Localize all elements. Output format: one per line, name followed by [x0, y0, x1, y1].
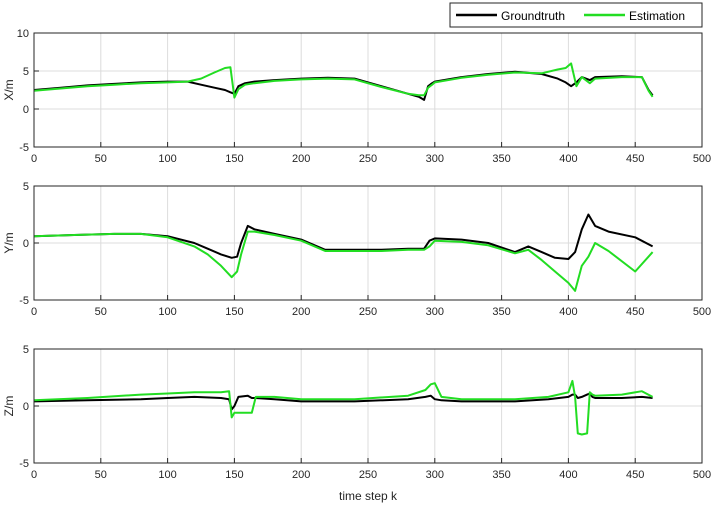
x-tick-label: 500 — [693, 469, 711, 481]
x-tick-label: 50 — [95, 153, 107, 165]
x-tick-label: 150 — [225, 306, 243, 318]
x-tick-label: 0 — [31, 469, 37, 481]
x-tick-label: 100 — [158, 469, 176, 481]
x-tick-label: 300 — [426, 153, 444, 165]
y-axis-label: Y/m — [2, 232, 16, 253]
x-tick-label: 350 — [492, 306, 510, 318]
series-line-estimation — [33, 230, 654, 292]
y-tick-label: 5 — [23, 181, 29, 193]
series-line-groundtruth — [33, 213, 654, 260]
x-tick-label: 100 — [158, 306, 176, 318]
x-tick-label: 500 — [693, 306, 711, 318]
x-tick-label: 300 — [426, 469, 444, 481]
subplots: 0 50 100 150 200 250 300 350 400 450 500-50510X/m0… — [2, 28, 711, 503]
y-tick-label: 5 — [23, 66, 29, 78]
x-tick-label: 150 — [225, 153, 243, 165]
y-tick-label: 0 — [23, 401, 29, 413]
legend-label-estimation: Estimation — [629, 9, 685, 23]
x-tick-label: 300 — [426, 306, 444, 318]
x-tick-label: 500 — [693, 153, 711, 165]
legend-box — [449, 2, 703, 28]
x-tick-label: 450 — [626, 153, 644, 165]
y-axis-label: X/m — [2, 79, 16, 100]
x-tick-label: 50 — [95, 469, 107, 481]
x-tick-label: 250 — [359, 469, 377, 481]
y-tick-label: 0 — [23, 104, 29, 116]
x-tick-label: 250 — [359, 306, 377, 318]
x-tick-label: 350 — [492, 153, 510, 165]
y-tick-label: -5 — [19, 295, 29, 307]
series-line-estimation — [33, 379, 654, 436]
x-tick-label: 0 — [31, 153, 37, 165]
x-tick-label: 200 — [292, 469, 310, 481]
y-tick-label: -5 — [19, 458, 29, 470]
x-tick-label: 400 — [559, 306, 577, 318]
y-tick-label: 10 — [17, 28, 29, 40]
x-tick-label: 400 — [559, 469, 577, 481]
x-tick-label: 450 — [626, 469, 644, 481]
x-tick-label: 50 — [95, 306, 107, 318]
x-tick-label: 450 — [626, 306, 644, 318]
legend-label-groundtruth: Groundtruth — [501, 9, 565, 23]
x-tick-label: 250 — [359, 153, 377, 165]
x-tick-label: 200 — [292, 153, 310, 165]
x-axis-label: time step k — [339, 489, 398, 503]
x-tick-label: 200 — [292, 306, 310, 318]
y-axis-label: Z/m — [2, 396, 16, 417]
x-tick-label: 350 — [492, 469, 510, 481]
legend: Groundtruth Estimation — [449, 2, 703, 28]
x-tick-label: 100 — [158, 153, 176, 165]
x-tick-label: 150 — [225, 469, 243, 481]
subplot-3: 0 50 100 150 200 250 300 350 400 450 500-505Z/mtim… — [2, 344, 711, 503]
y-tick-label: 0 — [23, 238, 29, 250]
series-line-estimation — [33, 62, 654, 99]
y-tick-label: -5 — [19, 142, 29, 154]
series-line-groundtruth — [33, 392, 653, 411]
x-tick-label: 400 — [559, 153, 577, 165]
y-tick-label: 5 — [23, 344, 29, 356]
x-tick-label: 0 — [31, 306, 37, 318]
